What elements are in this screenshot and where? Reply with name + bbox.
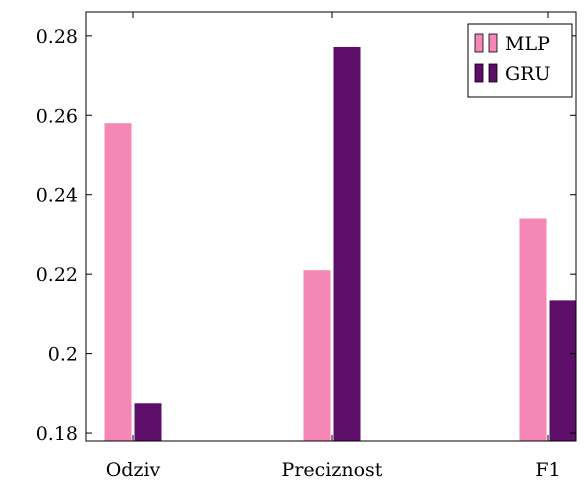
bar-gru-odziv <box>134 403 162 441</box>
legend-swatch-gru-b <box>488 63 498 83</box>
legend-swatch-gru-a <box>474 63 484 83</box>
bar-mlp-f1 <box>519 218 547 441</box>
y-tick-label: 0.26 <box>36 105 78 127</box>
bar-mlp-preciznost <box>303 270 331 441</box>
legend-box <box>467 23 573 98</box>
legend-label-mlp: MLP <box>505 33 550 55</box>
x-tick-label: Odziv <box>106 459 161 481</box>
y-tick-label: 0.24 <box>36 185 78 207</box>
bar-gru-f1 <box>549 300 577 441</box>
bar-mlp-odziv <box>104 123 132 441</box>
bar-gru-preciznost <box>333 46 361 441</box>
x-axis: Odziv Preciznost F1 <box>106 12 561 481</box>
legend-swatch-mlp-b <box>488 33 498 53</box>
y-tick-label: 0.2 <box>48 344 78 366</box>
legend: MLP GRU <box>467 23 573 98</box>
y-axis: 0.18 0.2 0.22 0.24 0.26 0.28 <box>36 26 576 445</box>
y-tick-label: 0.22 <box>36 264 78 286</box>
y-tick-label: 0.28 <box>36 26 78 48</box>
plot-frame <box>85 11 577 442</box>
y-tick-label: 0.18 <box>36 423 78 445</box>
x-tick-label: Preciznost <box>282 459 383 481</box>
bars-group <box>104 46 577 441</box>
legend-label-gru: GRU <box>505 63 551 85</box>
x-tick-label: F1 <box>535 459 560 481</box>
legend-swatch-mlp-a <box>474 33 484 53</box>
